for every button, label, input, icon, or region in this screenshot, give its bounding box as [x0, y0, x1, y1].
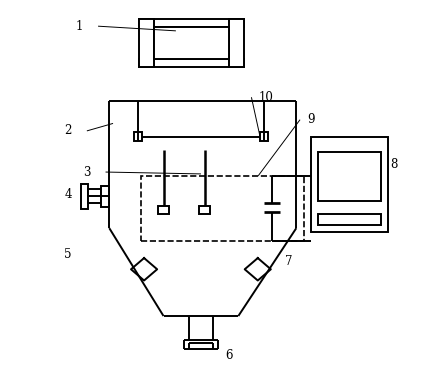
Text: 9: 9 — [307, 113, 315, 126]
Bar — [318, 152, 381, 201]
Bar — [158, 206, 169, 214]
Bar — [199, 206, 210, 214]
Text: 1: 1 — [76, 20, 83, 33]
Bar — [139, 59, 244, 67]
Bar — [139, 19, 244, 27]
Text: 6: 6 — [225, 349, 233, 362]
Bar — [101, 186, 109, 207]
Bar — [88, 189, 101, 203]
Text: 10: 10 — [259, 91, 274, 104]
Bar — [81, 184, 88, 209]
Bar — [134, 132, 142, 141]
Text: 3: 3 — [83, 166, 91, 178]
Text: 2: 2 — [65, 125, 72, 137]
Bar — [141, 176, 304, 241]
Text: 7: 7 — [285, 255, 292, 268]
Bar — [260, 132, 268, 141]
Text: 8: 8 — [390, 158, 397, 171]
Bar — [318, 214, 381, 225]
Text: 5: 5 — [64, 248, 72, 261]
Bar — [154, 27, 229, 59]
Bar — [229, 19, 244, 67]
Text: 4: 4 — [64, 188, 72, 201]
Bar — [139, 19, 154, 67]
Bar — [311, 137, 388, 232]
